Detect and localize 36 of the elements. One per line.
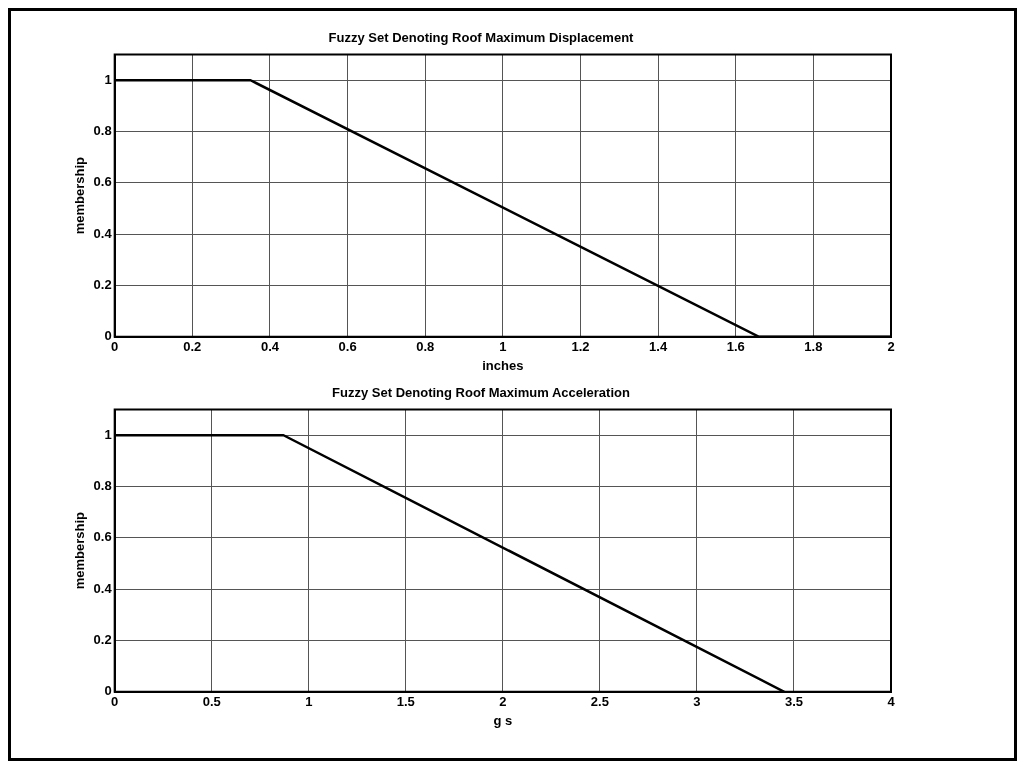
- y-tick-label: 0: [104, 328, 112, 344]
- y-tick-label: 0.4: [93, 225, 113, 241]
- y-tick-label: 0.8: [93, 123, 112, 139]
- x-tick-label: 0.4: [260, 339, 280, 355]
- chart-title: Fuzzy Set Denoting Roof Maximum Acceleration: [332, 385, 630, 401]
- x-tick-label: 1.6: [726, 339, 745, 355]
- x-tick-label: 0.2: [183, 339, 202, 355]
- y-tick-label: 0.2: [93, 632, 112, 648]
- x-tick-label: 1.2: [571, 339, 590, 355]
- x-tick-label: 0.6: [338, 339, 357, 355]
- y-tick-label: 0.8: [93, 478, 112, 494]
- chart-title: Fuzzy Set Denoting Roof Maximum Displacement: [328, 30, 635, 46]
- y-tick-label: 0.2: [93, 277, 112, 293]
- x-tick-label: 2: [499, 694, 507, 710]
- y-tick-label: 1: [104, 71, 112, 87]
- y-axis-title: membership: [72, 157, 88, 235]
- y-tick-label: 0.4: [93, 580, 113, 596]
- x-tick-label: 1.5: [396, 694, 415, 710]
- x-tick-label: 1: [499, 339, 507, 355]
- x-tick-label: 0.5: [202, 694, 221, 710]
- x-tick-label: 2.5: [590, 694, 609, 710]
- x-tick-label: 4: [887, 694, 896, 710]
- x-tick-label: 3.5: [784, 694, 803, 710]
- y-tick-label: 0: [104, 683, 112, 699]
- y-axis-title: membership: [72, 512, 88, 590]
- y-tick-label: 0.6: [93, 174, 112, 190]
- y-tick-label: 1: [104, 426, 112, 442]
- x-tick-label: 2: [887, 339, 895, 355]
- x-tick-label: 3: [693, 694, 701, 710]
- x-axis-title: g s: [493, 712, 513, 728]
- y-tick-label: 0.6: [93, 529, 112, 545]
- x-tick-label: 1: [305, 694, 313, 710]
- x-axis-title: inches: [482, 357, 524, 373]
- x-tick-label: 1.4: [649, 339, 668, 355]
- x-tick-label: 0.8: [416, 339, 435, 355]
- x-tick-label: 1.8: [804, 339, 823, 355]
